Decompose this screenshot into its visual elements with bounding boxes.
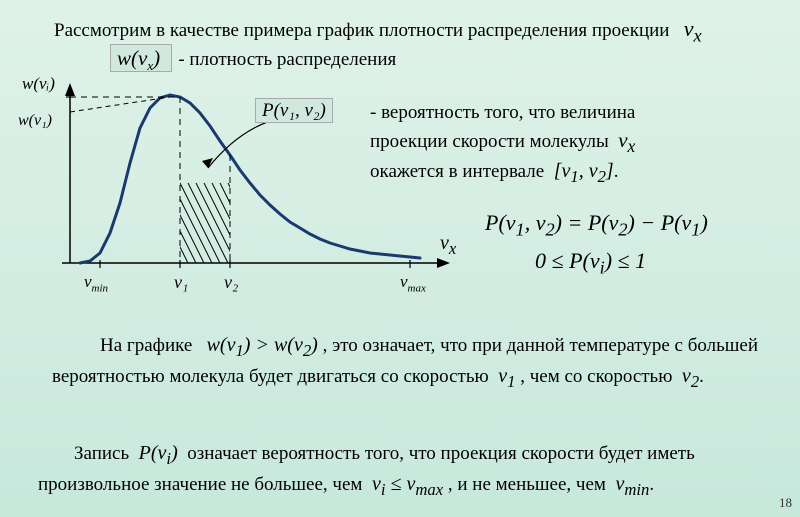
x-v-min: vmin — [84, 272, 108, 294]
prob-line1: - вероятность того, что величина — [370, 100, 780, 126]
prob-math-box: P(v₁, v₂) — [255, 98, 333, 123]
density-label: w(vx) - плотность распределения — [110, 46, 396, 74]
intro-text: Рассмотрим в качестве примера график пло… — [54, 16, 702, 46]
x-axis-label-vx: vx — [440, 232, 456, 259]
prob-pointer-label: P(v₁, v₂) — [255, 100, 333, 122]
formula-difference: P(v1, v2) = P(v2) − P(v1) — [485, 210, 708, 240]
paragraph-2: Запись P(vi) означает вероятность того, … — [38, 440, 778, 501]
x-v-max: vmax — [400, 272, 426, 294]
x-v1: v₁ — [174, 272, 188, 293]
y-tick-label: w(v₁) — [18, 112, 52, 130]
intro-text-before: Рассмотрим в качестве примера график пло… — [54, 20, 669, 41]
density-text: - плотность распределения — [178, 49, 396, 70]
probability-explain: - вероятность того, что величина проекци… — [370, 100, 780, 189]
prob-line2: проекции скорости молекулы vx — [370, 126, 780, 159]
intro-symbol: vx — [684, 16, 702, 41]
density-math-box: w(vx) — [110, 44, 172, 72]
prob-line3: окажется в интервале [v1, v2]. — [370, 158, 780, 189]
page-number: 18 — [779, 495, 792, 511]
paragraph-1: На графике w(v1) > w(v2) , это означает,… — [52, 332, 772, 393]
x-v2: v₂ — [224, 272, 238, 293]
y-axis-label: w(vᵢ) — [22, 74, 55, 94]
formula-bounds: 0 ≤ P(vi) ≤ 1 — [535, 248, 646, 278]
